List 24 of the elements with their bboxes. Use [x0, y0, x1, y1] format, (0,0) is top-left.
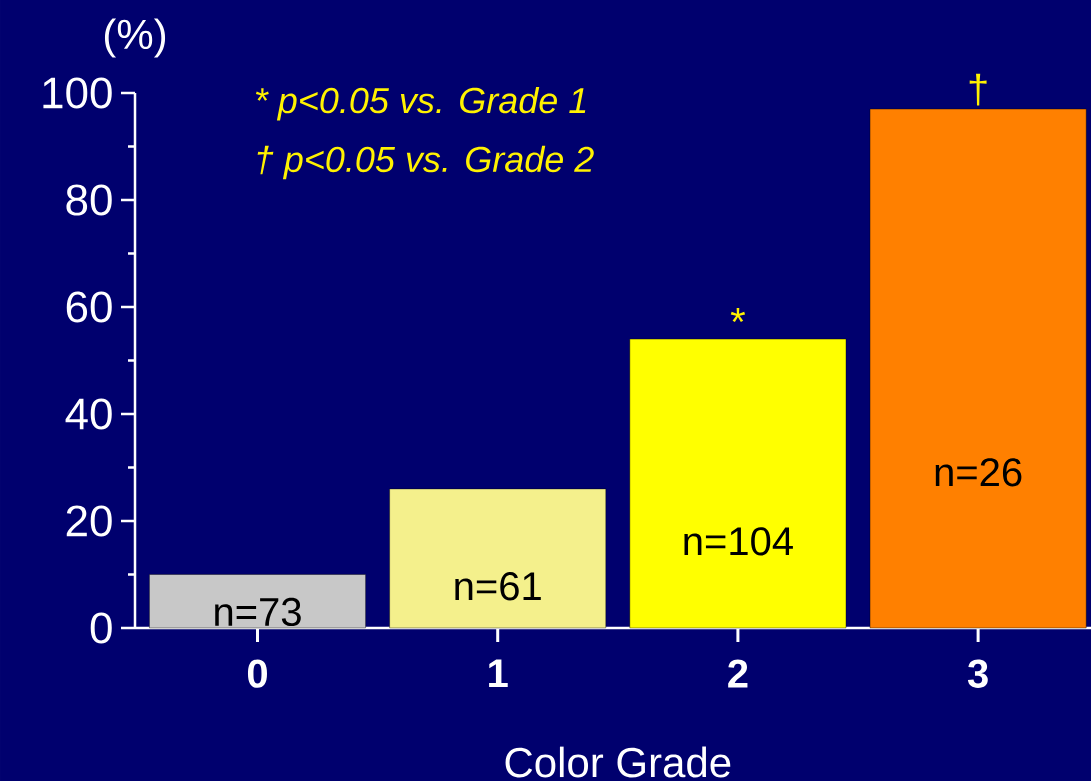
bar — [869, 108, 1087, 629]
y-tick-label: 80 — [66, 184, 112, 216]
x-tick-label: 3 — [967, 659, 988, 688]
y-tick-label: 40 — [65, 398, 112, 430]
y-tick-label: 100 — [43, 77, 112, 109]
annotation: † — [969, 73, 987, 106]
y-tick-label: 0 — [90, 612, 112, 644]
bar — [149, 574, 366, 629]
x-tick-label: 2 — [728, 659, 748, 688]
x-tick-label: 0 — [247, 659, 267, 688]
annotation: n=26 — [935, 458, 1022, 487]
y-tick-label: 60 — [66, 291, 112, 323]
annotation: * — [730, 308, 746, 323]
y-tick-label: 20 — [66, 505, 112, 537]
annotation: n=73 — [215, 597, 301, 627]
bar — [629, 338, 847, 629]
x-axis-title: Color Grade — [505, 746, 731, 778]
annotation: † p<0.05 vs. Grade 2 — [257, 145, 594, 180]
annotation: * p<0.05 vs. Grade 1 — [255, 86, 586, 121]
annotation: n=61 — [455, 572, 541, 601]
y-axis-title: (%) — [104, 18, 166, 58]
x-tick-label: 1 — [489, 659, 508, 688]
annotation: n=104 — [684, 527, 793, 556]
bar — [389, 488, 606, 629]
